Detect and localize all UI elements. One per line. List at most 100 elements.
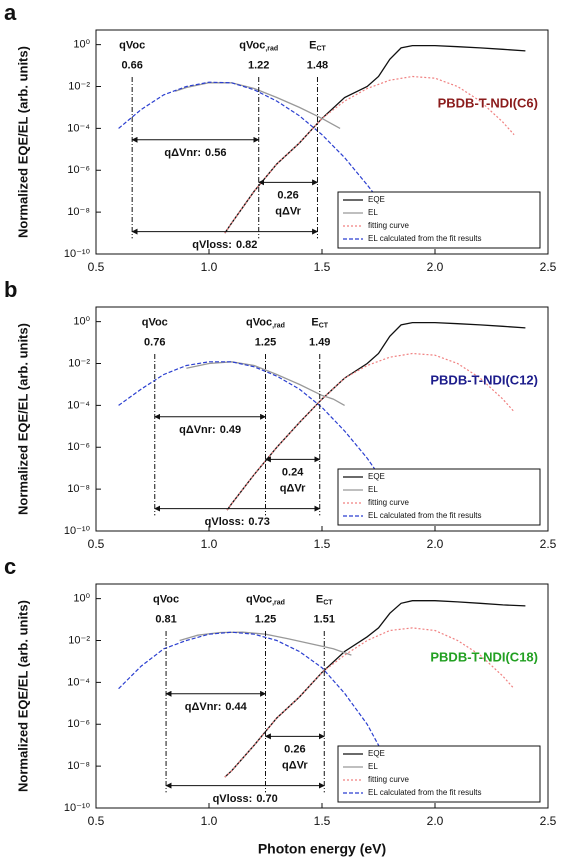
panel: b Normalized EQE/EL (arb. units) 0.5 1.0 1.5… [4, 277, 557, 551]
marker-label-sub: ,rad [272, 600, 285, 607]
x-tick-label: 2.5 [540, 260, 557, 274]
loss-label: qΔVr [275, 205, 301, 217]
loss-label: qΔVnr: [164, 147, 201, 159]
marker-value: 0.76 [144, 337, 165, 349]
series-line [226, 352, 515, 511]
y-tick-label: 10⁻⁴ [67, 399, 90, 411]
x-tick-label: 0.5 [88, 814, 105, 828]
loss-label: qVloss: [213, 793, 253, 805]
legend-label: EQE [368, 749, 385, 758]
panel-letter: b [4, 277, 17, 302]
series-line [118, 361, 379, 475]
y-tick-label: 10⁰ [73, 593, 90, 605]
x-tick-label: 1.0 [201, 260, 218, 274]
loss-value: 0.73 [248, 516, 269, 528]
loss-label: qΔVr [280, 482, 306, 494]
marker-value: 1.49 [309, 337, 330, 349]
marker-label: qVoc [246, 594, 272, 606]
marker-label: E [311, 317, 318, 329]
loss-value: 0.44 [225, 701, 247, 713]
x-axis-label: Photon energy (eV) [258, 841, 386, 857]
legend-label: fitting curve [368, 221, 409, 230]
legend-label: EQE [368, 195, 385, 204]
legend-label: EL calculated from the fit results [368, 788, 482, 797]
y-tick-label: 10⁰ [73, 316, 90, 328]
loss-label: qVloss: [205, 516, 245, 528]
panel-letter: a [4, 0, 17, 25]
legend-box [337, 745, 541, 803]
y-tick-label: 10⁻⁶ [67, 718, 90, 730]
series-line [224, 75, 515, 234]
loss-value: 0.70 [256, 793, 277, 805]
y-tick-label: 10⁻¹⁰ [64, 525, 91, 537]
y-tick-label: 10⁻⁸ [67, 206, 90, 218]
loss-value: 0.82 [236, 239, 257, 251]
marker-label: qVoc [119, 40, 145, 52]
y-tick-label: 10⁻⁶ [67, 441, 90, 453]
y-tick-label: 10⁻¹⁰ [64, 248, 91, 260]
marker-label-sub: CT [316, 46, 326, 53]
y-tick-label: 10⁻² [68, 80, 90, 92]
x-tick-label: 1.5 [314, 537, 331, 551]
y-tick-label: 10⁻² [68, 634, 90, 646]
x-tick-label: 1.5 [314, 260, 331, 274]
x-tick-label: 1.0 [201, 537, 218, 551]
series-line [224, 44, 526, 234]
loss-value: 0.26 [284, 744, 305, 756]
marker-label: qVoc [153, 594, 179, 606]
marker-label: E [309, 40, 316, 52]
panel: a Normalized EQE/EL (arb. units) 0.5 1.0 1.5… [4, 0, 557, 274]
legend-box [337, 191, 541, 249]
x-tick-label: 0.5 [88, 537, 105, 551]
x-tick-label: 1.0 [201, 814, 218, 828]
loss-value: 0.49 [220, 424, 241, 436]
loss-label: qVloss: [192, 239, 232, 251]
panel-letter: c [4, 554, 16, 579]
marker-label-sub: ,rad [272, 323, 285, 330]
series-line [186, 361, 345, 406]
legend-label: EL [368, 485, 378, 494]
series-line [224, 600, 526, 778]
sample-label: PBDB-T-NDI(C12) [430, 372, 538, 387]
marker-value: 1.48 [307, 60, 328, 72]
y-tick-label: 10⁻⁸ [67, 483, 90, 495]
y-axis-label: Normalized EQE/EL (arb. units) [15, 46, 30, 238]
x-tick-label: 2.0 [427, 260, 444, 274]
x-tick-label: 1.5 [314, 814, 331, 828]
marker-label-sub: CT [319, 323, 329, 330]
y-tick-label: 10⁻¹⁰ [64, 802, 91, 814]
loss-value: 0.26 [277, 190, 298, 202]
y-tick-label: 10⁰ [73, 39, 90, 51]
marker-label-sub: CT [323, 600, 333, 607]
marker-value: 1.51 [314, 614, 335, 626]
marker-label: qVoc [246, 317, 272, 329]
legend-label: EL [368, 762, 378, 771]
marker-value: 0.81 [155, 614, 176, 626]
loss-label: qΔVnr: [179, 424, 216, 436]
y-axis-label: Normalized EQE/EL (arb. units) [15, 323, 30, 515]
marker-value: 1.22 [248, 60, 269, 72]
marker-label: E [316, 594, 323, 606]
series-line [118, 81, 379, 200]
series-line [174, 82, 341, 129]
marker-label-sub: ,rad [265, 46, 278, 53]
marker-label: qVoc [142, 317, 168, 329]
y-tick-label: 10⁻⁶ [67, 164, 90, 176]
x-tick-label: 0.5 [88, 260, 105, 274]
loss-value: 0.56 [205, 147, 226, 159]
legend-label: EQE [368, 472, 385, 481]
x-tick-label: 2.0 [427, 814, 444, 828]
y-tick-label: 10⁻⁸ [67, 760, 90, 772]
series-line [118, 631, 391, 767]
marker-value: 1.25 [255, 614, 276, 626]
loss-label: qΔVnr: [185, 701, 222, 713]
x-tick-label: 2.0 [427, 537, 444, 551]
x-tick-label: 2.5 [540, 537, 557, 551]
legend-label: fitting curve [368, 498, 409, 507]
panel: c Normalized EQE/EL (arb. units) Photon en… [4, 554, 557, 857]
y-tick-label: 10⁻⁴ [67, 122, 90, 134]
legend-label: EL calculated from the fit results [368, 234, 482, 243]
legend-label: EL calculated from the fit results [368, 511, 482, 520]
marker-value: 1.25 [255, 337, 276, 349]
loss-label: qΔVr [282, 759, 308, 771]
